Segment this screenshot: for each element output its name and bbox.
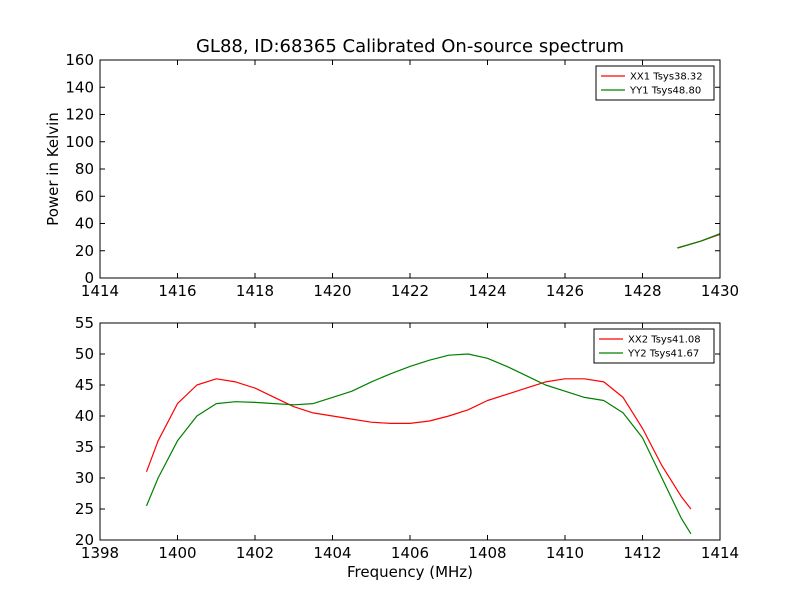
x-tick-label: 1410 <box>546 544 584 562</box>
y-tick-label: 80 <box>75 160 94 178</box>
y-tick-label: 40 <box>75 407 94 425</box>
legend-entry: XX1 Tsys38.32 <box>630 72 703 83</box>
x-tick-label: 1422 <box>391 282 429 300</box>
y-tick-label: 20 <box>75 531 94 549</box>
y-tick-label: 50 <box>75 345 94 363</box>
x-tick-label: 1408 <box>468 544 506 562</box>
x-tick-label: 1430 <box>701 282 739 300</box>
y-tick-label: 60 <box>75 187 94 205</box>
y-axis-label: Power in Kelvin <box>44 112 62 226</box>
y-tick-label: 35 <box>75 438 94 456</box>
y-tick-label: 160 <box>65 51 94 69</box>
y-tick-label: 25 <box>75 500 94 518</box>
bottom-chart: 1398 1400 1402 1404 1406 1408 1410 1412 1414 20 25… <box>75 314 739 581</box>
series-line-xx <box>677 233 720 249</box>
chart-title: GL88, ID:68365 Calibrated On-source spec… <box>196 36 624 57</box>
x-tick-label: 1406 <box>391 544 429 562</box>
x-tick-label: 1426 <box>546 282 584 300</box>
x-tick-label: 1418 <box>236 282 274 300</box>
legend: XX2 Tsys41.08 YY2 Tsys41.67 <box>593 328 715 364</box>
x-tick-label: 1414 <box>81 282 119 300</box>
legend-entry: YY2 Tsys41.67 <box>627 349 699 360</box>
y-tick-label: 0 <box>84 269 94 287</box>
x-tick-label: 1404 <box>313 544 351 562</box>
y-tick-label: 45 <box>75 376 94 394</box>
series-line-xx <box>145 378 692 510</box>
x-tick-label: 1398 <box>81 544 119 562</box>
legend-entry: XX2 Tsys41.08 <box>628 335 701 346</box>
y-tick-label: 20 <box>75 242 94 260</box>
y-tick-label: 55 <box>75 314 94 332</box>
y-tick-label: 100 <box>65 133 94 151</box>
y-tick-label: 30 <box>75 469 94 487</box>
x-tick-label: 1416 <box>158 282 196 300</box>
x-tick-label: 1402 <box>236 544 274 562</box>
legend-entry: YY1 Tsys48.80 <box>629 86 701 97</box>
x-tick-label: 1428 <box>623 282 661 300</box>
y-tick-label: 140 <box>65 78 94 96</box>
x-tick-label: 1424 <box>468 282 506 300</box>
series-line-yy <box>145 353 692 535</box>
x-tick-label: 1414 <box>701 544 739 562</box>
x-tick-label: 1412 <box>623 544 661 562</box>
legend-box <box>593 328 715 364</box>
legend: XX1 Tsys38.32 YY1 Tsys48.80 <box>595 65 715 101</box>
x-axis-label: Frequency (MHz) <box>347 563 473 581</box>
y-tick-label: 40 <box>75 215 94 233</box>
x-tick-label: 1400 <box>158 544 196 562</box>
y-tick-label: 120 <box>65 106 94 124</box>
x-tick-label: 1420 <box>313 282 351 300</box>
top-chart: GL88, ID:68365 Calibrated On-source spec… <box>44 36 739 300</box>
legend-box <box>595 65 715 101</box>
